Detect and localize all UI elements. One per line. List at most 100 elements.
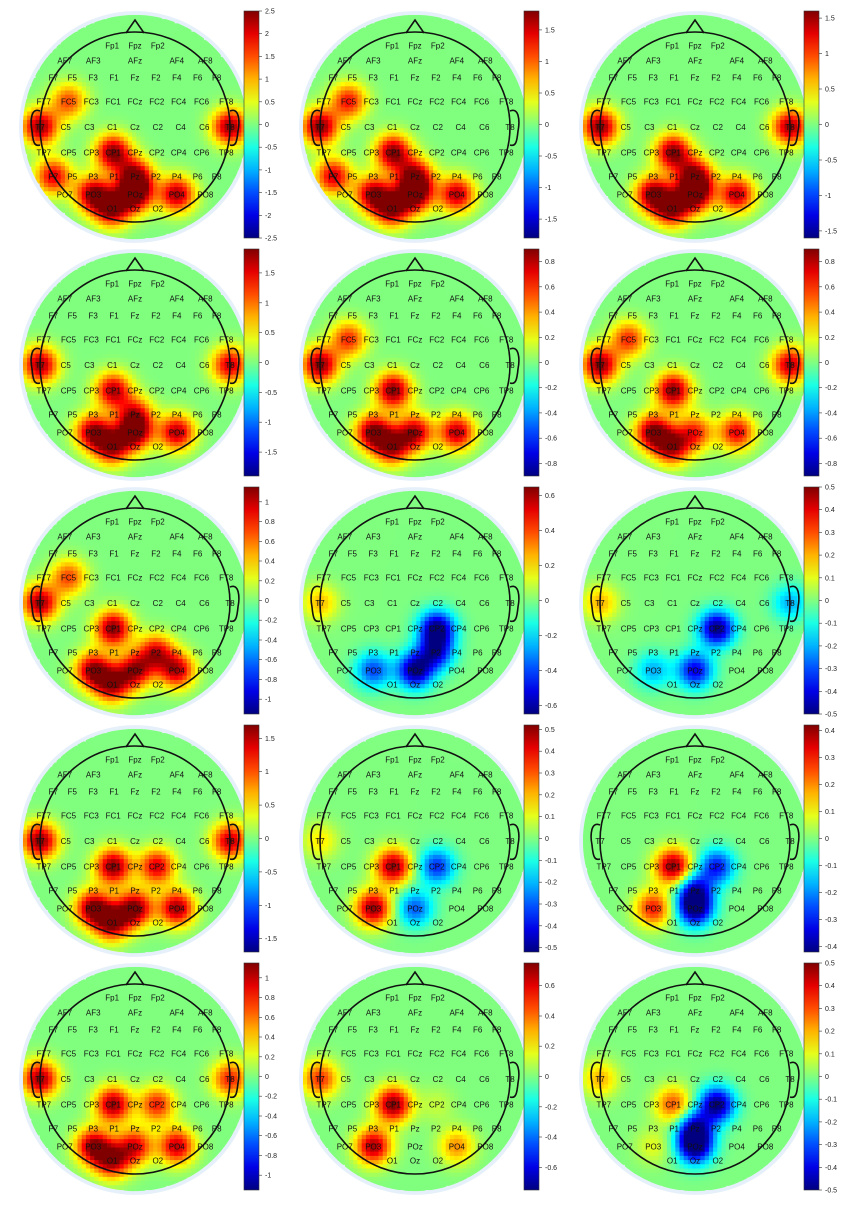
- electrode-label-CP3: CP3: [364, 863, 380, 872]
- electrode-label-Oz: Oz: [690, 919, 700, 928]
- electrode-label-Fpz: Fpz: [128, 517, 141, 526]
- electrode-label-CP2: CP2: [429, 625, 445, 634]
- electrode-label-FC1: FC1: [666, 1049, 682, 1058]
- electrode-label-CP4: CP4: [451, 387, 467, 396]
- electrode-label-C2: C2: [713, 361, 724, 370]
- electrode-label-PO7: PO7: [617, 666, 634, 675]
- colorbar-tick-label: 0: [545, 836, 549, 843]
- electrode-label-FC1: FC1: [666, 573, 682, 582]
- electrode-label-F1: F1: [389, 1026, 399, 1035]
- electrode-label-Oz: Oz: [690, 205, 700, 214]
- electrode-label-F8: F8: [772, 788, 782, 797]
- electrode-label-Fp2: Fp2: [711, 41, 725, 50]
- electrode-label-FC1: FC1: [106, 97, 122, 106]
- electrode-label-C3: C3: [84, 599, 95, 608]
- electrode-label-AF4: AF4: [169, 57, 184, 66]
- electrode-label-F3: F3: [649, 312, 659, 321]
- topoplot-panel-r2c1: Fp1 Fpz Fp2 AF7 AF3 AFz AF4 AF8 F7 F5 F3 F1 Fz F2 F4 F6…: [12, 246, 292, 484]
- colorbar-tick-label: 0: [265, 122, 269, 129]
- electrode-label-P2: P2: [711, 1124, 721, 1133]
- electrode-label-F1: F1: [109, 550, 119, 559]
- colorbar-tick-label: -0.4: [545, 668, 557, 675]
- electrode-label-Cz: Cz: [130, 1075, 140, 1084]
- electrode-label-F2: F2: [151, 1026, 161, 1035]
- electrode-label-PO3: PO3: [365, 1142, 382, 1151]
- electrode-label-C4: C4: [455, 361, 466, 370]
- electrode-label-Cz: Cz: [130, 837, 140, 846]
- colorbar: [243, 724, 260, 953]
- right-ear-outline: [229, 1061, 240, 1099]
- electrode-label-CP2: CP2: [709, 625, 725, 634]
- colorbar-tick-label: 0.3: [545, 771, 555, 778]
- electrode-label-F3: F3: [369, 1026, 379, 1035]
- electrode-label-AF8: AF8: [758, 1009, 773, 1018]
- electrode-label-F5: F5: [628, 1026, 638, 1035]
- electrode-label-AF7: AF7: [337, 533, 352, 542]
- electrode-label-Fpz: Fpz: [408, 755, 421, 764]
- electrode-label-CPz: CPz: [687, 863, 702, 872]
- electrode-label-AFz: AFz: [408, 295, 422, 304]
- electrode-label-TP8: TP8: [219, 149, 234, 158]
- electrode-label-CP3: CP3: [84, 1101, 100, 1110]
- electrode-label-CP5: CP5: [61, 625, 77, 634]
- electrode-label-Cz: Cz: [130, 599, 140, 608]
- electrode-label-P4: P4: [452, 648, 462, 657]
- topoplot-svg: Fp1 Fpz Fp2 AF7 AF3 AFz AF4 AF8 F7 F5 F3 F1 Fz F2 F4 F6…: [579, 961, 837, 1195]
- electrode-label-O2: O2: [432, 205, 443, 214]
- right-ear-outline: [509, 347, 520, 385]
- electrode-label-POz: POz: [127, 190, 143, 199]
- electrode-label-POz: POz: [407, 904, 423, 913]
- electrode-label-AF7: AF7: [57, 533, 72, 542]
- electrode-label-AF8: AF8: [198, 771, 213, 780]
- electrode-label-FC4: FC4: [731, 573, 747, 582]
- electrode-label-C3: C3: [364, 361, 375, 370]
- electrode-label-CPz: CPz: [687, 625, 702, 634]
- topoplot-panel-r4c1: Fp1 Fpz Fp2 AF7 AF3 AFz AF4 AF8 F7 F5 F3 F1 Fz F2 F4 F6…: [12, 722, 292, 960]
- electrode-label-POz: POz: [687, 904, 703, 913]
- electrode-label-C2: C2: [713, 123, 724, 132]
- electrode-label-C3: C3: [364, 837, 375, 846]
- electrode-label-T8: T8: [225, 123, 235, 132]
- colorbar-tick-label: 1: [265, 975, 269, 982]
- colorbar-tick-label: 1.5: [265, 270, 275, 277]
- electrode-label-AF8: AF8: [198, 533, 213, 542]
- electrode-label-FC1: FC1: [386, 811, 402, 820]
- electrode-label-POz: POz: [687, 190, 703, 199]
- colorbar-tick-label: 0: [265, 598, 269, 605]
- electrode-label-C6: C6: [199, 361, 210, 370]
- electrode-label-PO7: PO7: [617, 1142, 634, 1151]
- colorbar-tick-label: 0.4: [825, 310, 835, 317]
- electrode-label-FC4: FC4: [171, 811, 187, 820]
- electrode-label-C3: C3: [84, 123, 95, 132]
- electrode-label-Oz: Oz: [410, 1157, 420, 1166]
- electrode-label-P5: P5: [627, 886, 637, 895]
- electrode-label-AF4: AF4: [449, 295, 464, 304]
- electrode-label-P1: P1: [389, 410, 399, 419]
- colorbar-tick-label: -1: [265, 167, 271, 174]
- electrode-label-PO4: PO4: [449, 428, 466, 437]
- electrode-label-PO4: PO4: [729, 1142, 746, 1151]
- electrode-label-PO4: PO4: [169, 666, 186, 675]
- electrode-label-PO7: PO7: [57, 666, 74, 675]
- electrode-label-O1: O1: [387, 443, 398, 452]
- electrode-label-FT7: FT7: [37, 811, 52, 820]
- electrode-label-AF7: AF7: [57, 57, 72, 66]
- electrode-label-P1: P1: [669, 1124, 679, 1133]
- colorbar-tick-label: 1: [265, 499, 269, 506]
- electrode-label-T8: T8: [225, 1075, 235, 1084]
- electrode-label-CP3: CP3: [84, 625, 100, 634]
- electrode-label-F7: F7: [609, 1026, 619, 1035]
- electrode-label-CP2: CP2: [149, 149, 165, 158]
- electrode-label-FC5: FC5: [341, 573, 357, 582]
- electrode-label-F6: F6: [753, 312, 763, 321]
- electrode-label-AFz: AFz: [128, 533, 142, 542]
- electrode-label-C2: C2: [153, 123, 164, 132]
- colorbar-tick-label: -0.5: [825, 1188, 837, 1195]
- electrode-label-F1: F1: [109, 312, 119, 321]
- electrode-label-P2: P2: [711, 886, 721, 895]
- electrode-label-C4: C4: [455, 1075, 466, 1084]
- electrode-label-TP7: TP7: [316, 149, 331, 158]
- electrode-label-Fp2: Fp2: [711, 993, 725, 1002]
- electrode-label-FT7: FT7: [317, 811, 332, 820]
